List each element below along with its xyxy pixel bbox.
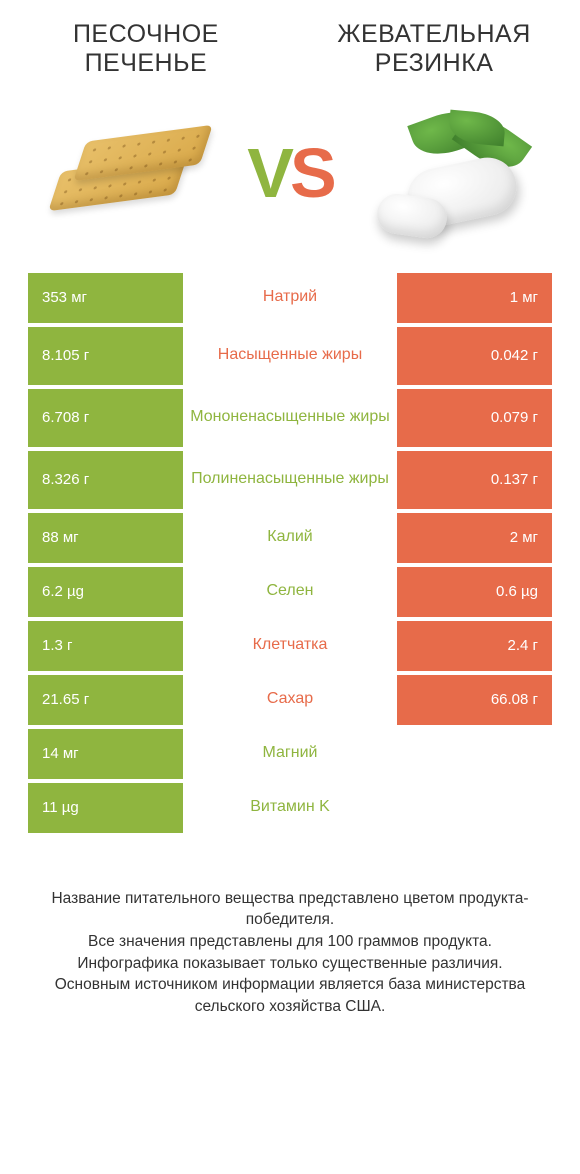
left-value: 21.65 г xyxy=(28,675,183,725)
left-product-title: Песочное печенье xyxy=(28,20,264,78)
footer-notes: Название питательного вещества представл… xyxy=(28,888,552,1018)
titles-row: Песочное печенье Жевательная резинка xyxy=(28,20,552,78)
nutrient-label: Витамин K xyxy=(183,783,397,833)
comparison-table: 353 мгНатрий1 мг8.105 гНасыщенные жиры0.… xyxy=(28,273,552,833)
left-value: 6.2 µg xyxy=(28,567,183,617)
left-value: 6.708 г xyxy=(28,389,183,447)
table-row: 21.65 гСахар66.08 г xyxy=(28,675,552,725)
right-product-image xyxy=(367,108,547,238)
nutrient-label: Насыщенные жиры xyxy=(183,327,397,385)
left-value: 88 мг xyxy=(28,513,183,563)
table-row: 14 мгМагний0 мг xyxy=(28,729,552,779)
vs-label: VS xyxy=(247,133,332,213)
table-row: 6.708 гМононенасыщенные жиры0.079 г xyxy=(28,389,552,447)
table-row: 6.2 µgСелен0.6 µg xyxy=(28,567,552,617)
right-value: 0.6 µg xyxy=(397,567,552,617)
nutrient-label: Натрий xyxy=(183,273,397,323)
nutrient-label: Селен xyxy=(183,567,397,617)
infographic-container: Песочное печенье Жевательная резинка VS … xyxy=(0,0,580,1018)
left-value: 8.105 г xyxy=(28,327,183,385)
shortbread-icon xyxy=(48,118,198,228)
footer-line: Инфографика показывает только существенн… xyxy=(34,953,546,975)
vs-v: V xyxy=(247,134,290,212)
left-value: 14 мг xyxy=(28,729,183,779)
vs-s: S xyxy=(290,134,333,212)
nutrient-label: Мононенасыщенные жиры xyxy=(183,389,397,447)
right-value: 0 мг xyxy=(397,729,552,779)
table-row: 8.105 гНасыщенные жиры0.042 г xyxy=(28,327,552,385)
right-value: 1 мг xyxy=(397,273,552,323)
gum-icon xyxy=(372,108,542,238)
footer-line: Все значения представлены для 100 граммо… xyxy=(34,931,546,953)
image-vs-row: VS xyxy=(28,108,552,238)
footer-line: Основным источником информации является … xyxy=(34,974,546,1017)
nutrient-label: Клетчатка xyxy=(183,621,397,671)
right-product-title: Жевательная резинка xyxy=(316,20,552,78)
table-row: 88 мгКалий2 мг xyxy=(28,513,552,563)
table-row: 1.3 гКлетчатка2.4 г xyxy=(28,621,552,671)
right-value: 0 µg xyxy=(397,783,552,833)
footer-line: Название питательного вещества представл… xyxy=(34,888,546,931)
right-value: 0.137 г xyxy=(397,451,552,509)
left-value: 353 мг xyxy=(28,273,183,323)
nutrient-label: Полиненасыщенные жиры xyxy=(183,451,397,509)
right-value: 2.4 г xyxy=(397,621,552,671)
table-row: 8.326 гПолиненасыщенные жиры0.137 г xyxy=(28,451,552,509)
table-row: 11 µgВитамин K0 µg xyxy=(28,783,552,833)
right-value: 2 мг xyxy=(397,513,552,563)
right-value: 0.079 г xyxy=(397,389,552,447)
left-value: 1.3 г xyxy=(28,621,183,671)
right-value: 66.08 г xyxy=(397,675,552,725)
left-value: 8.326 г xyxy=(28,451,183,509)
right-value: 0.042 г xyxy=(397,327,552,385)
left-product-image xyxy=(33,108,213,238)
nutrient-label: Магний xyxy=(183,729,397,779)
nutrient-label: Калий xyxy=(183,513,397,563)
nutrient-label: Сахар xyxy=(183,675,397,725)
table-row: 353 мгНатрий1 мг xyxy=(28,273,552,323)
left-value: 11 µg xyxy=(28,783,183,833)
